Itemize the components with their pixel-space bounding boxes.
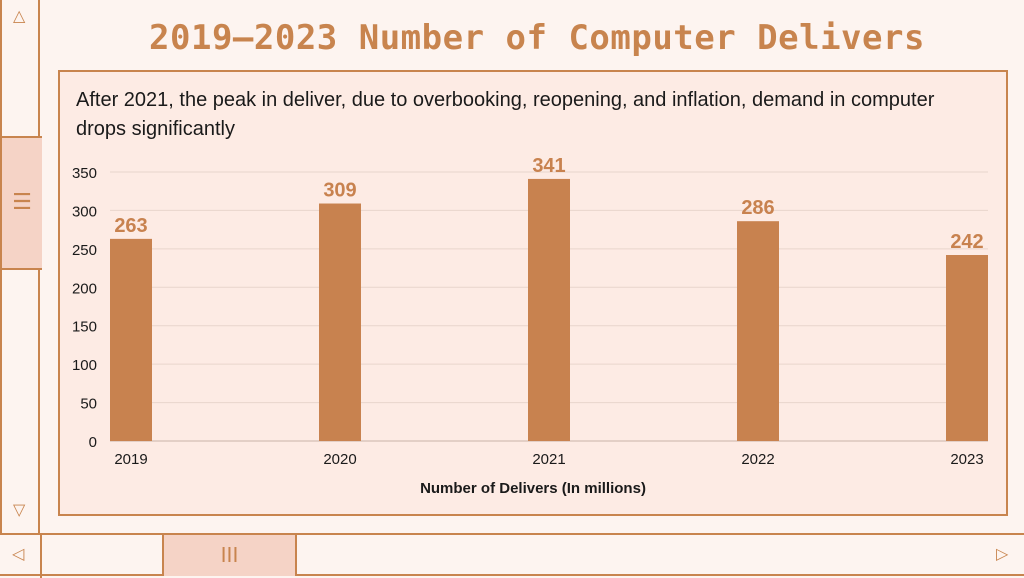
scroll-right-arrow-icon[interactable]: ▷ <box>996 544 1009 563</box>
x-tick-label: 2021 <box>532 451 565 468</box>
bar-2021 <box>528 178 570 441</box>
data-label: 286 <box>741 197 774 219</box>
y-tick-label: 150 <box>72 319 97 336</box>
y-tick-label: 0 <box>89 434 97 451</box>
x-tick-label: 2023 <box>950 451 983 468</box>
y-tick-label: 100 <box>72 357 97 374</box>
y-tick-label: 300 <box>72 203 97 220</box>
bar-2022 <box>737 221 779 441</box>
data-label: 263 <box>114 215 147 237</box>
bar-2023 <box>946 255 988 441</box>
bar-2019 <box>110 238 152 441</box>
vertical-scrollbar[interactable]: △ ☰ ▽ <box>0 0 42 533</box>
horizontal-scrollbar[interactable]: ◁ III ▷ <box>0 533 1024 578</box>
divider <box>40 535 42 578</box>
horizontal-scroll-thumb[interactable]: III <box>162 535 297 576</box>
slide-title: 2019–2023 Number of Computer Delivers <box>149 18 925 58</box>
menu-icon: ☰ <box>12 190 32 215</box>
x-tick-label: 2020 <box>323 451 356 468</box>
y-tick-label: 350 <box>72 165 97 182</box>
vertical-scroll-thumb[interactable]: ☰ <box>2 136 42 270</box>
x-tick-label: 2022 <box>741 451 774 468</box>
chart-subtitle: After 2021, the peak in deliver, due to … <box>76 89 935 140</box>
y-tick-label: 250 <box>72 242 97 259</box>
y-tick-label: 50 <box>80 396 97 413</box>
x-tick-label: 2019 <box>114 451 147 468</box>
scroll-up-arrow-icon[interactable]: △ <box>13 6 26 25</box>
y-tick-label: 200 <box>72 280 97 297</box>
grip-icon: III <box>220 543 239 567</box>
data-label: 309 <box>323 180 356 202</box>
scroll-down-arrow-icon[interactable]: ▽ <box>13 500 26 519</box>
data-label: 341 <box>532 155 565 177</box>
scroll-left-arrow-icon[interactable]: ◁ <box>12 544 25 563</box>
x-axis-label: Number of Delivers (In millions) <box>420 480 646 497</box>
bar-2020 <box>319 203 361 441</box>
data-label: 242 <box>950 231 983 253</box>
